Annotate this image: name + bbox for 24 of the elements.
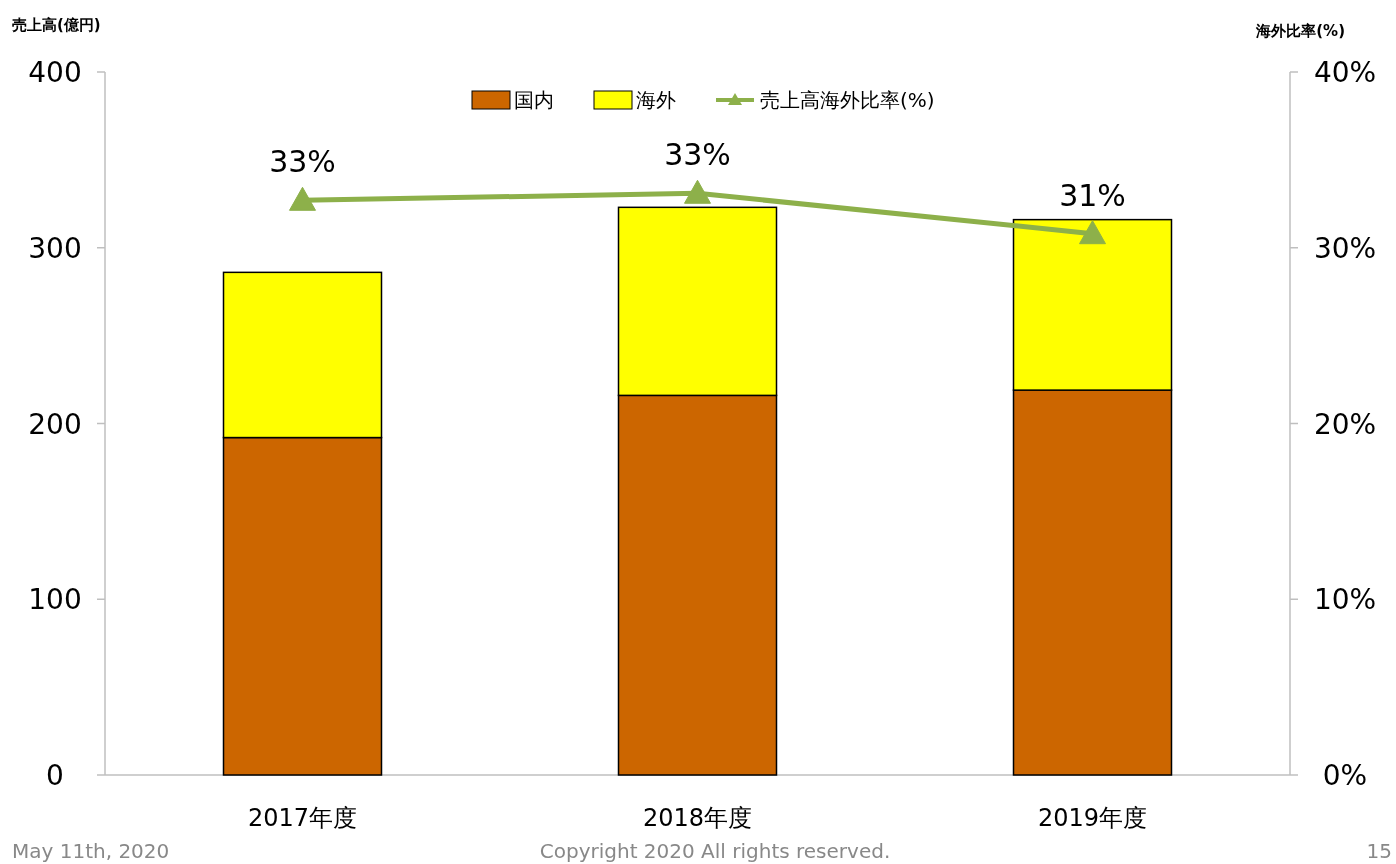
x-tick-label: 2018年度 [642,804,753,832]
y-tick-label: 200 [28,407,82,441]
legend-label: 国内 [514,88,554,112]
text: Copyright 2020 All rights reserved. [539,839,891,863]
y-tick-label: 0 [46,759,64,792]
legend-label: 売上高海外比率(%) [760,88,935,112]
y-tick-label: 300 [28,231,82,265]
y2-tick-label: 40% [1313,56,1377,89]
x-tick-label: 2017年度 [247,804,358,832]
x-tick-label: 2019年度 [1037,804,1148,832]
y-tick-label: 400 [28,56,82,89]
y2-tick-label: 20% [1313,407,1377,441]
y2-tick-label: 30% [1313,231,1377,265]
data-label: 33% [664,137,731,173]
text: 15 [1366,839,1392,863]
y2-tick-label: 10% [1313,583,1377,617]
text: May 11th, 2020 [12,839,170,863]
y2-tick-label: 0% [1322,759,1368,792]
legend-label: 海外 [636,88,676,112]
y-tick-label: 100 [28,583,82,617]
y2-axis-title: 海外比率(%) [1255,22,1345,40]
data-label: 31% [1059,177,1126,213]
y-axis-title: 売上高(億円) [12,16,101,34]
data-label: 33% [269,144,336,180]
